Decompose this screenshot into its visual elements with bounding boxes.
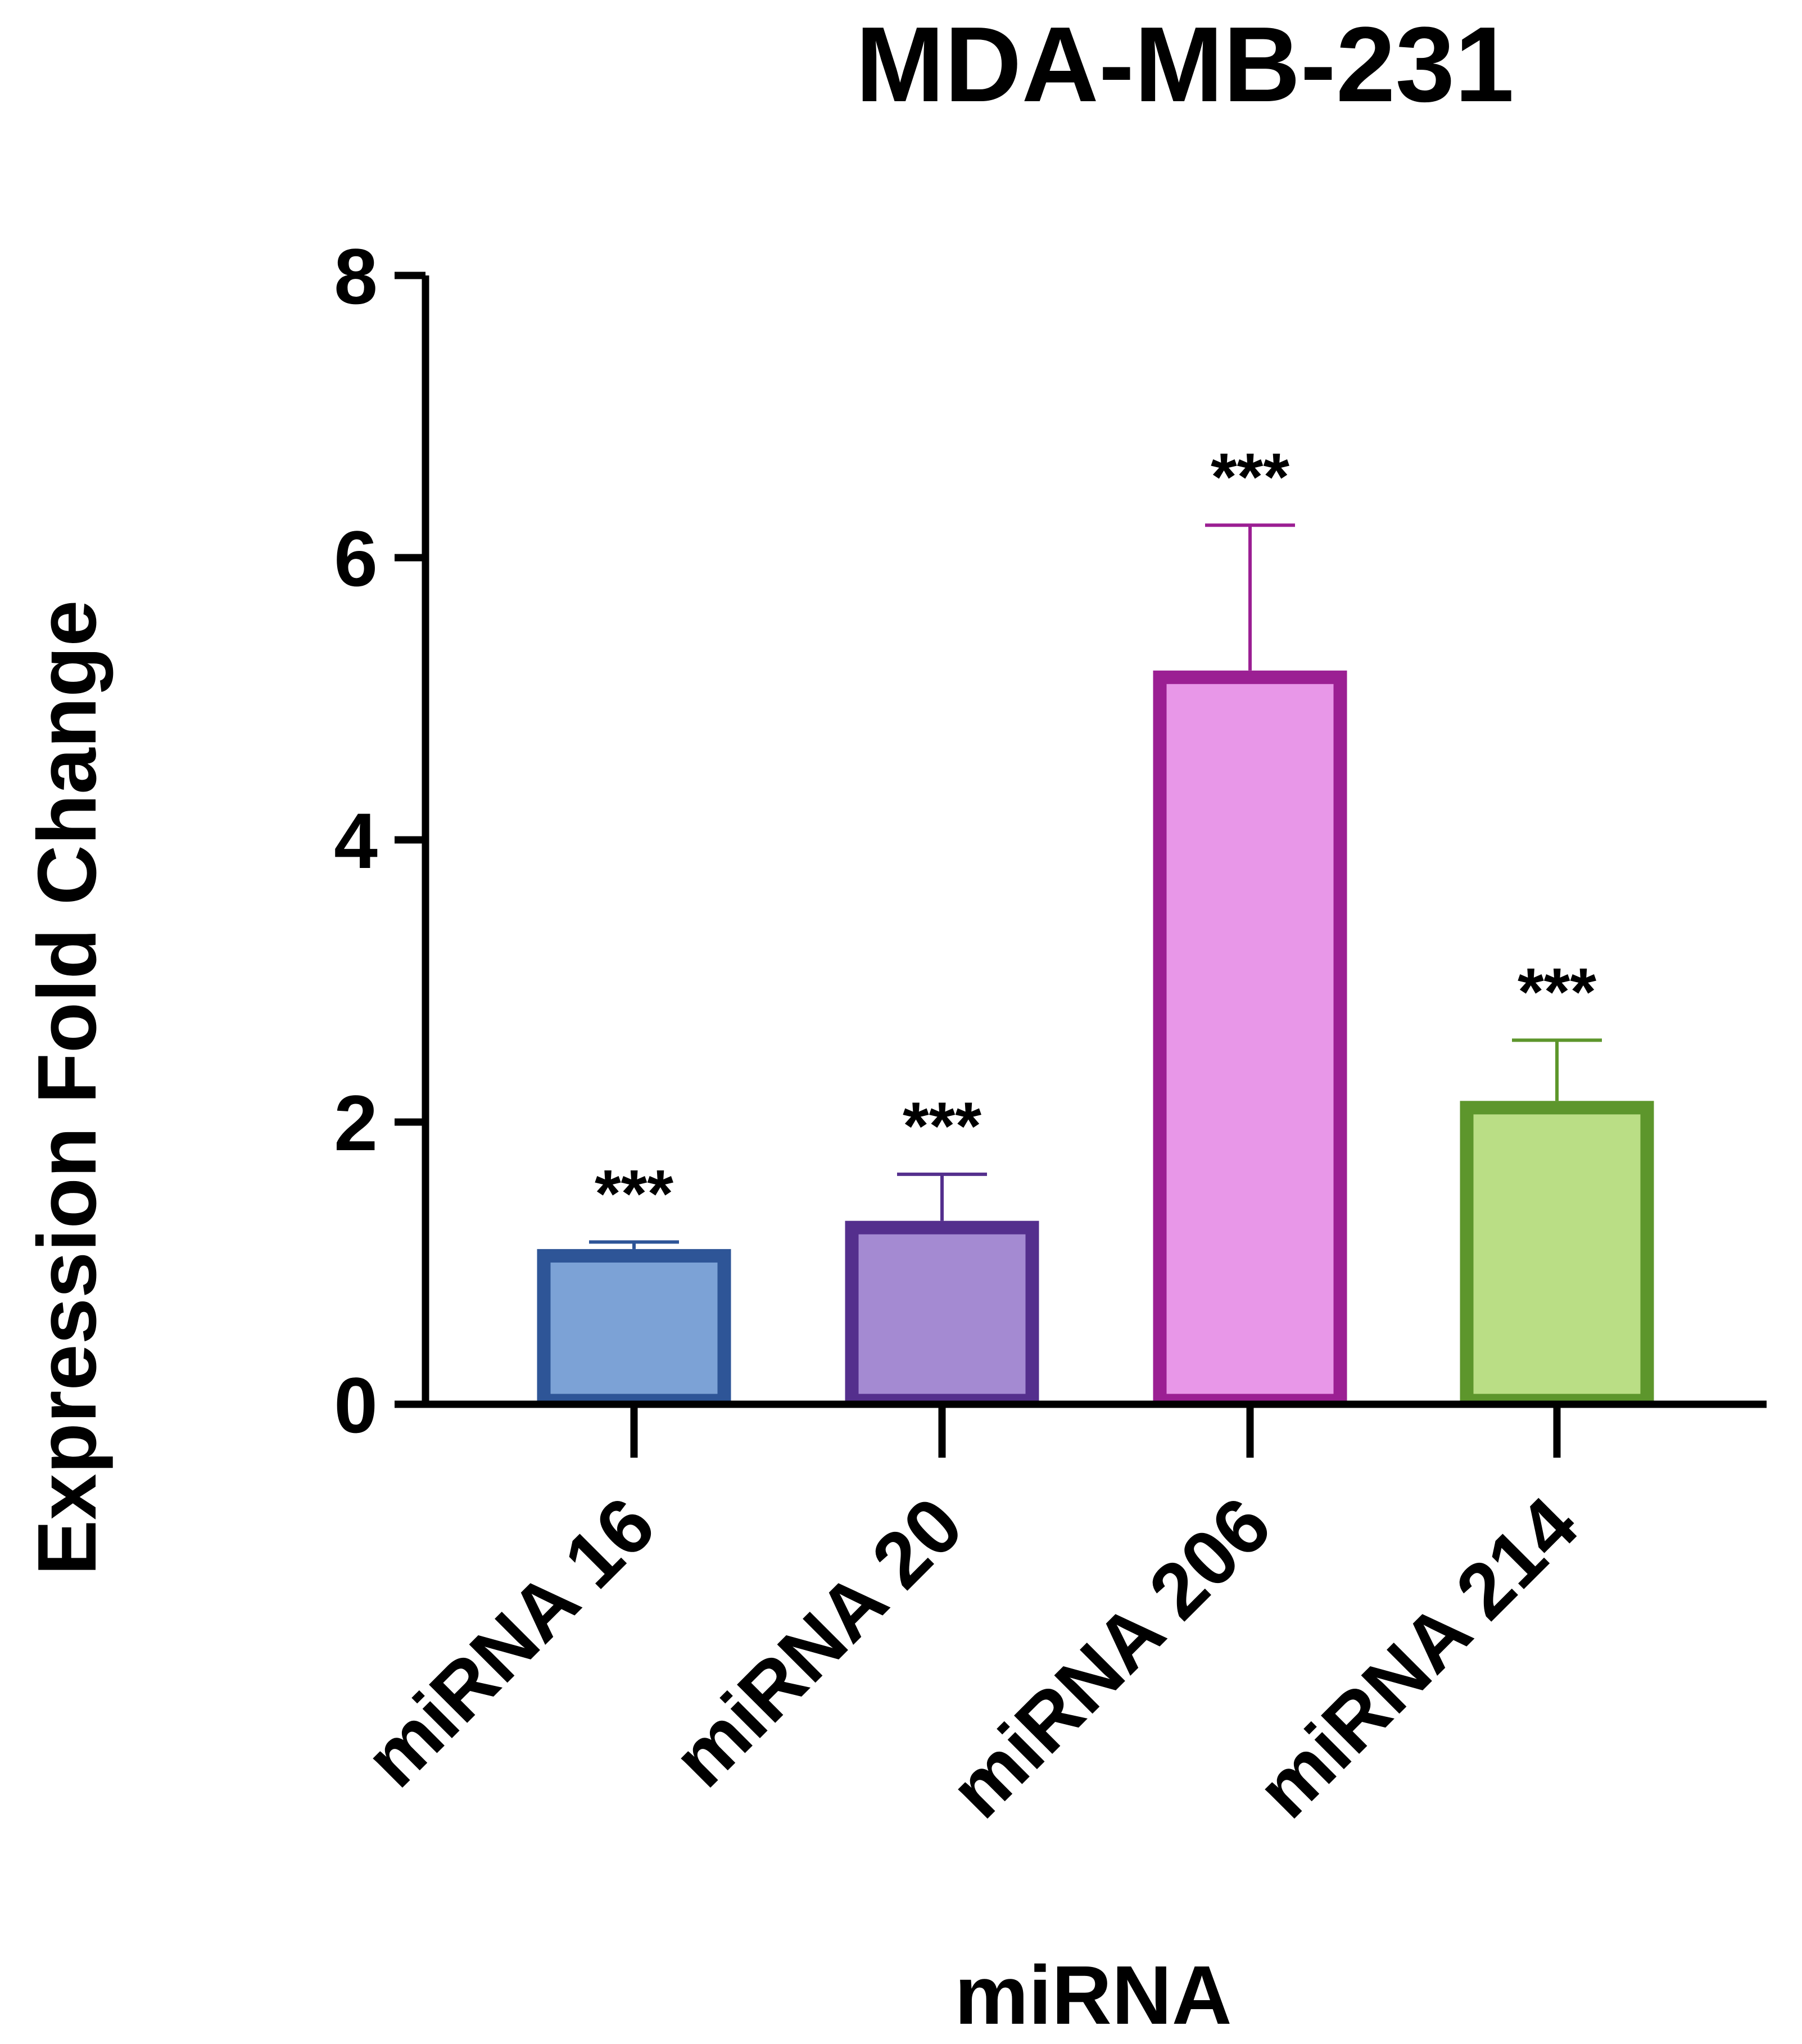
x-axis-label: miRNA	[954, 1949, 1231, 2042]
y-tick-label-4: 4	[334, 797, 378, 885]
x-tick-label-mirna-16: miRNA 16	[348, 1480, 671, 1803]
x-tick-label-mirna-214: miRNA 214	[1240, 1480, 1594, 1834]
significance-mirna-20: ***	[903, 1088, 981, 1164]
bar-mirna-16	[537, 1249, 731, 1408]
y-tick-label-6: 6	[334, 514, 378, 603]
chart-title: MDA-MB-231	[855, 5, 1514, 124]
x-tick-label-mirna-206: miRNA 206	[933, 1480, 1287, 1834]
bar-mirna-214	[1460, 1101, 1654, 1408]
y-tick-label-0: 0	[334, 1361, 378, 1449]
bar-mirna-20	[845, 1220, 1039, 1408]
bar-mirna-206	[1153, 670, 1347, 1408]
significance-mirna-16: ***	[595, 1156, 673, 1231]
y-tick-label-2: 2	[334, 1079, 378, 1167]
x-tick-label-mirna-20: miRNA 20	[656, 1480, 979, 1803]
significance-mirna-214: ***	[1518, 954, 1596, 1029]
y-tick-label-8: 8	[334, 232, 378, 320]
y-axis-label: Expression Fold Change	[21, 600, 114, 1575]
significance-mirna-206: ***	[1211, 439, 1289, 514]
